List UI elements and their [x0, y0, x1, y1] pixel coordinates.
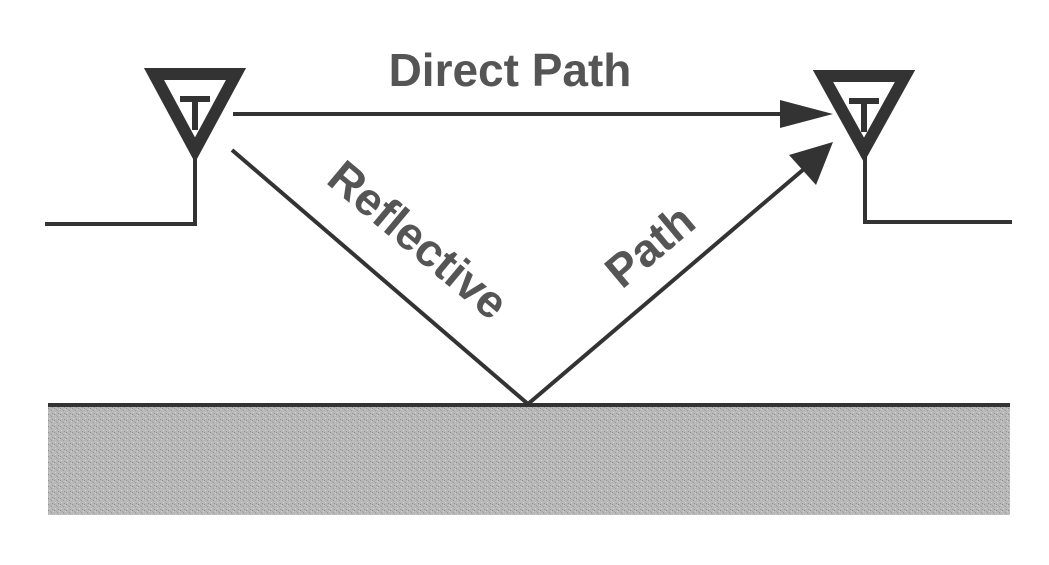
ground-surface: [48, 405, 1010, 515]
reflected-ray: [526, 167, 806, 406]
incident-ray: [230, 148, 530, 406]
direct-path-arrowhead: [780, 100, 833, 128]
ground: [48, 403, 1010, 515]
path-label: Path: [595, 194, 705, 298]
transmitter-antenna-icon: [45, 68, 247, 226]
direct-path: [233, 100, 833, 128]
receiver-feed-line: [863, 148, 1012, 224]
transmitter-feed-line: [45, 148, 197, 226]
reflective-label: Reflective: [318, 150, 518, 330]
direct-path-label: Direct Path: [389, 44, 632, 96]
reflected-ray-arrowhead: [789, 142, 833, 185]
reflective-path: [230, 142, 833, 406]
receiver-antenna-icon: [812, 70, 1012, 224]
